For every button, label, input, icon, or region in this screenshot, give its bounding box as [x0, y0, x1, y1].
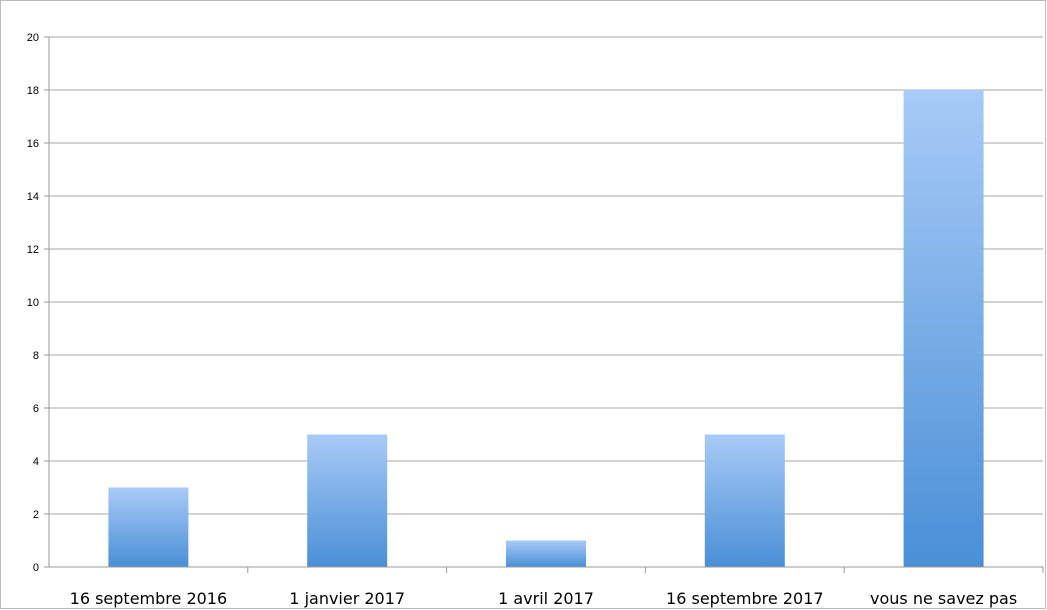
y-axis-ticks: 0 2 4 6 8 10 12 14 16 18 20 [27, 32, 39, 574]
y-tick-label: 20 [27, 32, 39, 44]
y-tick-label: 2 [33, 509, 39, 521]
axes [48, 37, 1044, 573]
x-category-label: 16 septembre 2016 [70, 589, 228, 608]
y-tick-label: 12 [27, 244, 39, 256]
x-category-label: 16 septembre 2017 [666, 589, 824, 608]
x-axis-labels: 16 septembre 2016 1 janvier 2017 1 avril 2… [70, 589, 1018, 608]
bar-5 [903, 90, 984, 567]
x-category-label: 1 janvier 2017 [289, 589, 405, 608]
bar-3 [506, 540, 586, 567]
x-category-label: vous ne savez pas [870, 589, 1017, 608]
y-tick-label: 6 [33, 403, 39, 415]
y-tick-label: 14 [27, 191, 39, 203]
bar-2 [307, 434, 388, 567]
x-category-label: 1 avril 2017 [498, 589, 594, 608]
y-tick-label: 10 [27, 297, 39, 309]
bar-4 [704, 434, 785, 567]
y-tick-label: 18 [27, 85, 39, 97]
bar-1 [108, 487, 189, 567]
bars [108, 90, 984, 567]
y-tick-label: 16 [27, 138, 39, 150]
gridlines [44, 36, 1043, 568]
y-tick-label: 4 [33, 456, 39, 468]
y-tick-label: 8 [33, 350, 39, 362]
y-tick-label: 0 [33, 562, 39, 574]
